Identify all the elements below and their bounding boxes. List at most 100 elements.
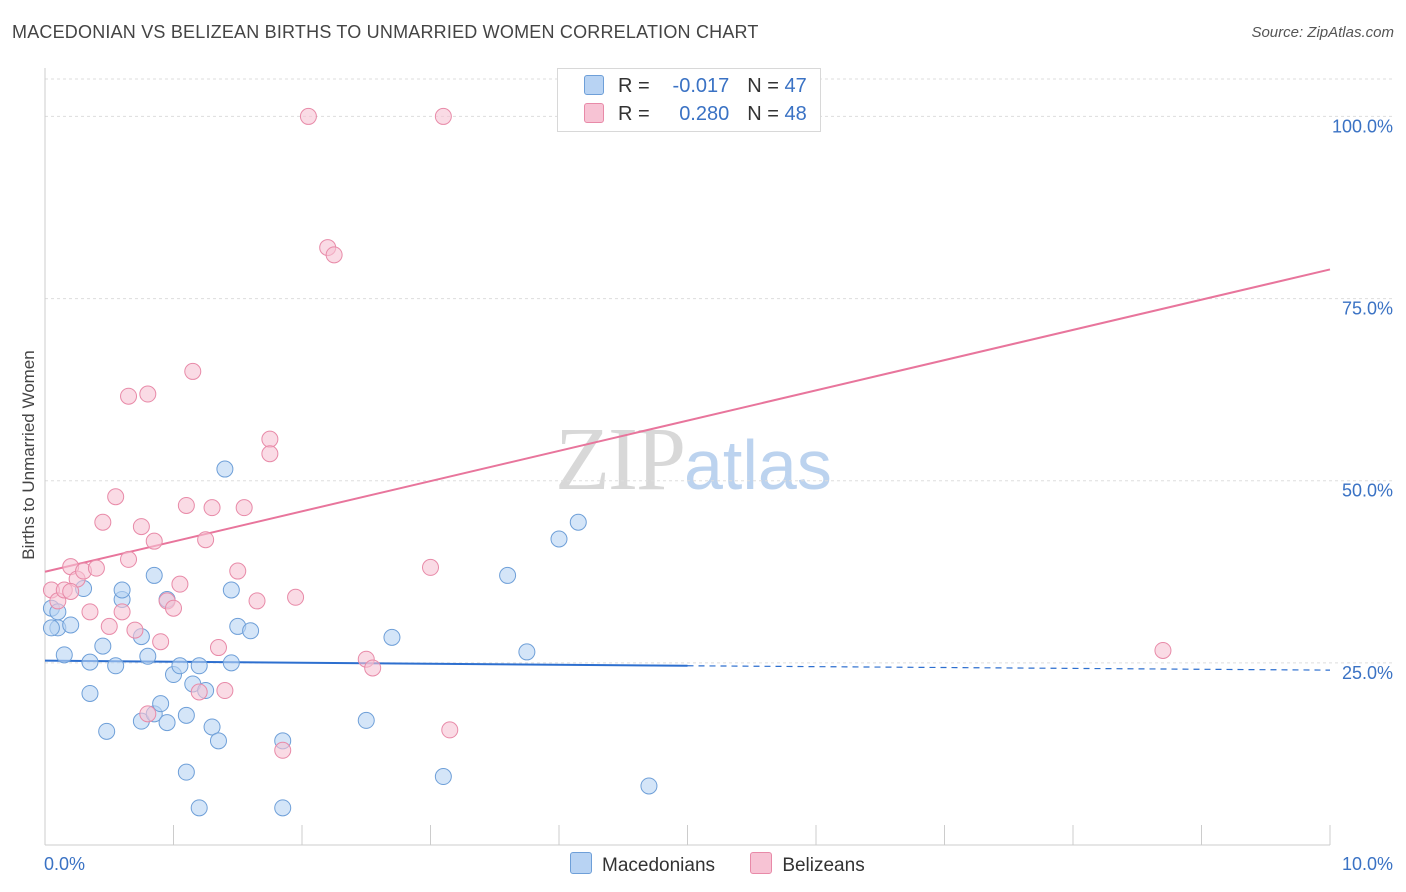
belizeans-point xyxy=(94,513,112,531)
tick-labels: 25.0% 50.0% 75.0% 100.0% 0.0% 10.0% xyxy=(44,116,1393,874)
macedonians-point xyxy=(357,711,375,729)
macedonians-point xyxy=(190,799,208,817)
y-tick-label: 25.0% xyxy=(1342,663,1393,683)
macedonians-point xyxy=(242,622,260,640)
macedonians-point xyxy=(383,628,401,646)
macedonians-point xyxy=(640,777,658,795)
legend-r-label-2: R = xyxy=(618,103,650,125)
belizeans-point xyxy=(177,496,195,514)
macedonians-point xyxy=(550,530,568,548)
belizeans-point xyxy=(434,107,452,125)
legend-n-value-1: 47 xyxy=(784,75,807,97)
belizeans-point xyxy=(299,107,317,125)
x-tick-label-min: 0.0% xyxy=(44,854,85,874)
legend-r-label-1: R = xyxy=(618,75,650,97)
macedonians-point xyxy=(222,581,240,599)
belizeans-trend-line xyxy=(44,268,1331,573)
belizeans-point xyxy=(1154,641,1172,659)
belizeans-point xyxy=(203,499,221,517)
source-label: Source: ZipAtlas.com xyxy=(1251,24,1394,41)
belizeans-point xyxy=(107,488,125,506)
axes xyxy=(44,68,1331,846)
macedonians-point xyxy=(190,657,208,675)
macedonians-point xyxy=(203,718,221,736)
belizeans-point xyxy=(87,559,105,577)
macedonians-trend-extension xyxy=(687,665,1331,671)
belizeans-point xyxy=(113,603,131,621)
belizeans-point xyxy=(216,682,234,700)
belizeans-point xyxy=(132,518,150,536)
y-tick-label: 75.0% xyxy=(1342,299,1393,319)
macedonians-point xyxy=(98,722,116,740)
belizeans-point xyxy=(81,603,99,621)
belizeans-point xyxy=(287,588,305,606)
belizeans-point xyxy=(248,592,266,610)
macedonians-point xyxy=(113,581,131,599)
trend-lines xyxy=(44,268,1331,671)
belizeans-point xyxy=(422,558,439,576)
chart-title: MACEDONIAN VS BELIZEAN BIRTHS TO UNMARRI… xyxy=(12,22,759,42)
macedonians-point xyxy=(145,566,163,584)
macedonians-point xyxy=(81,653,99,671)
macedonians-point xyxy=(107,657,125,675)
macedonians-point xyxy=(209,732,227,750)
belizeans-point xyxy=(274,741,292,759)
belizeans-point xyxy=(325,246,343,264)
belizeans-swatch xyxy=(584,103,604,123)
legend-item-macedonians[interactable]: Macedonians xyxy=(570,852,715,877)
macedonians-point xyxy=(216,460,234,478)
series-legend: Macedonians Belizeans xyxy=(570,852,895,877)
macedonians-point xyxy=(81,684,99,702)
macedonians-point xyxy=(158,714,176,732)
macedonians-point xyxy=(94,637,112,655)
x-tick-label-max: 10.0% xyxy=(1342,854,1393,874)
macedonians-point xyxy=(55,646,73,664)
belizeans-point xyxy=(261,430,279,448)
belizeans-legend-swatch xyxy=(750,852,773,874)
y-tick-label: 50.0% xyxy=(1342,481,1393,501)
y-tick-label: 100.0% xyxy=(1332,116,1393,136)
macedonians-point xyxy=(499,566,517,584)
macedonians-point xyxy=(222,654,240,672)
macedonians-point xyxy=(171,657,189,675)
belizeans-point xyxy=(209,639,227,657)
legend-r-value-2: 0.280 xyxy=(679,103,730,125)
y-axis-label: Births to Unmarried Women xyxy=(19,350,38,559)
macedonians-legend-label: Macedonians xyxy=(602,855,716,876)
belizeans-point xyxy=(171,575,189,593)
belizeans-point xyxy=(145,532,163,550)
legend-r-value-1: -0.017 xyxy=(672,75,730,97)
macedonians-point xyxy=(569,513,587,531)
belizeans-point xyxy=(62,582,80,600)
macedonians-point xyxy=(42,619,60,637)
macedonians-point xyxy=(177,706,195,724)
belizeans-point xyxy=(441,721,459,739)
legend-item-belizeans[interactable]: Belizeans xyxy=(750,852,865,877)
legend-n-label-1: N = xyxy=(747,75,779,97)
belizeans-point xyxy=(197,531,215,549)
belizeans-point xyxy=(190,683,208,701)
macedonians-point xyxy=(177,763,195,781)
belizeans-point xyxy=(235,499,253,517)
grid xyxy=(45,78,1395,664)
legend-n-value-2: 48 xyxy=(784,103,807,125)
belizeans-point xyxy=(165,599,182,617)
belizeans-point xyxy=(120,387,138,405)
legend-row-belizeans: R = 0.280 N = 48 xyxy=(584,103,807,129)
macedonians-legend-swatch xyxy=(570,852,592,874)
belizeans-point xyxy=(184,362,202,380)
macedonians-point xyxy=(274,799,292,817)
belizeans-point xyxy=(139,385,157,403)
macedonians-swatch xyxy=(584,75,604,95)
correlation-legend: R = -0.017 N = 47 R = 0.280 N = 48 xyxy=(557,68,821,132)
belizeans-point xyxy=(229,562,247,580)
belizeans-point xyxy=(139,705,157,723)
belizeans-point xyxy=(100,617,118,635)
macedonians-point xyxy=(434,768,452,786)
watermark-atlas: atlas xyxy=(684,426,832,504)
macedonians-point xyxy=(139,647,157,665)
macedonians-point xyxy=(62,616,80,634)
legend-row-macedonians: R = -0.017 N = 47 xyxy=(584,75,807,101)
belizeans-point xyxy=(261,445,279,463)
